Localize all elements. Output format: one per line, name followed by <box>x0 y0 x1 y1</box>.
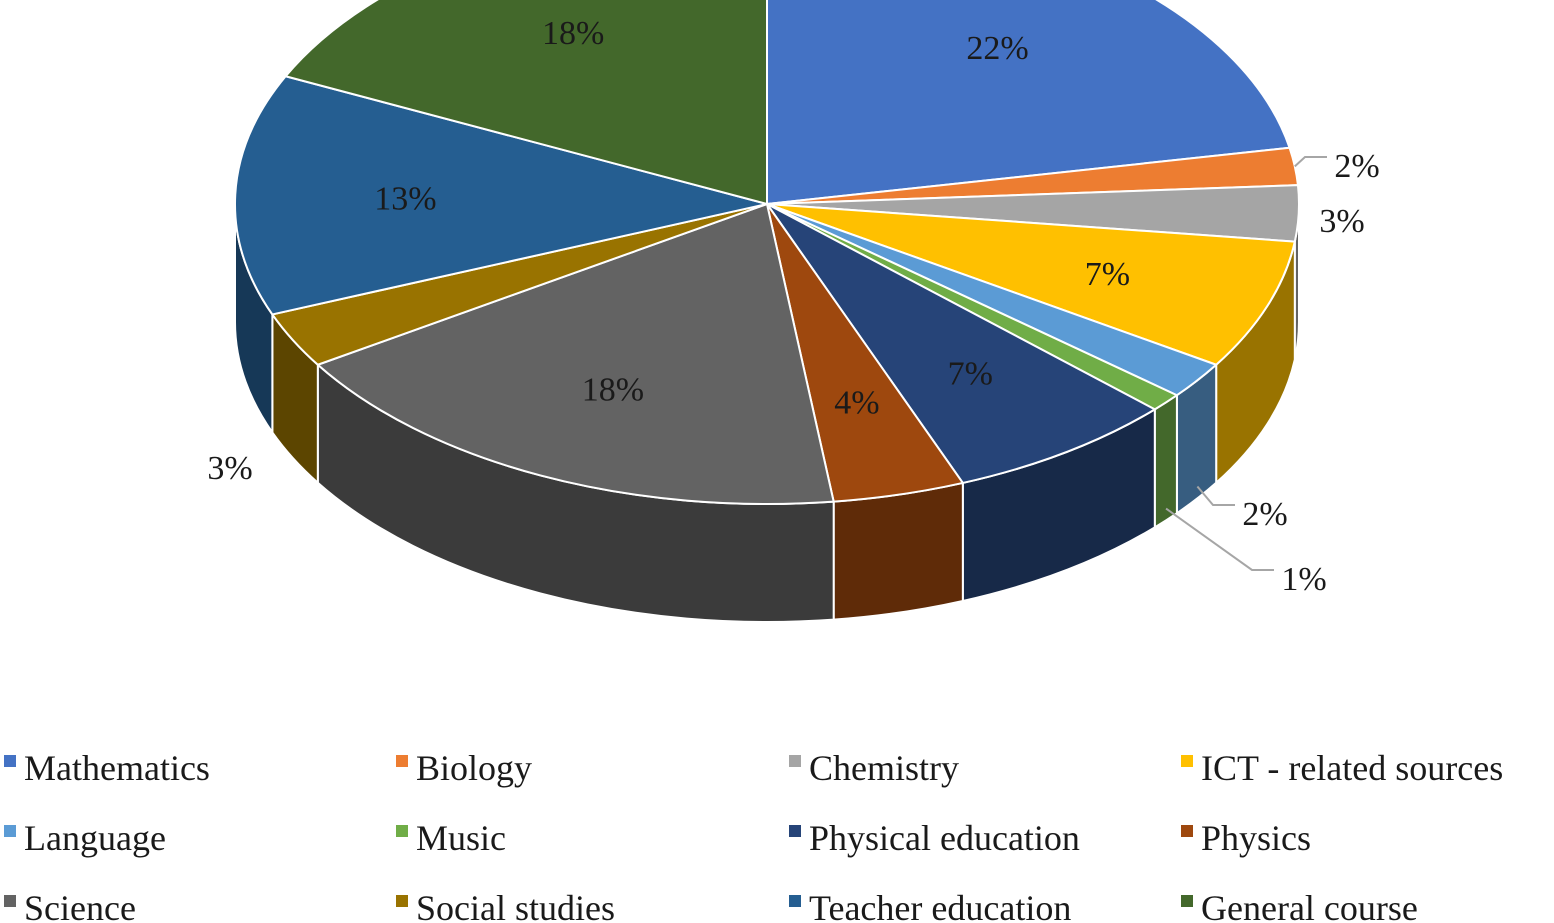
data-label-language: 2% <box>1242 496 1287 533</box>
slice-ict-related-sources <box>766 203 1296 366</box>
data-label-teacher-education: 13% <box>374 181 436 218</box>
slice-side-physics <box>832 481 964 621</box>
data-label-biology: 2% <box>1334 148 1379 185</box>
legend-swatch-teacher-education <box>789 895 801 907</box>
data-label-physics: 4% <box>834 385 879 422</box>
legend-label-physics: Physics <box>1201 818 1311 858</box>
data-label-science: 18% <box>582 372 644 409</box>
legend-label-music: Music <box>416 818 506 858</box>
legend-label-social-studies: Social studies <box>416 888 615 923</box>
legend-label-science: Science <box>24 888 136 923</box>
legend-label-biology: Biology <box>416 748 532 788</box>
legend-label-language: Language <box>24 818 166 858</box>
legend-swatch-language <box>4 825 16 837</box>
legend-swatch-physical-education <box>789 825 801 837</box>
data-label-chemistry: 3% <box>1319 203 1364 240</box>
data-label-social-studies: 3% <box>207 450 252 487</box>
legend-swatch-chemistry <box>789 755 801 767</box>
legend-label-mathematics: Mathematics <box>24 748 210 788</box>
data-label-music: 1% <box>1281 561 1326 598</box>
data-label-physical-education: 7% <box>948 356 993 393</box>
legend-swatch-music <box>396 825 408 837</box>
legend-label-teacher-education: Teacher education <box>809 888 1071 923</box>
legend-swatch-mathematics <box>4 755 16 767</box>
slice-teacher-education <box>234 75 768 316</box>
leader-line-music <box>1165 507 1274 571</box>
legend-swatch-biology <box>396 755 408 767</box>
pie-slices <box>234 0 1301 505</box>
data-labels: 22% 2% 3% 7% 2% 1% 7% 4% 18% 3% 13% 18% <box>207 15 1379 598</box>
legend: Mathematics Biology Chemistry ICT - related… <box>4 748 1503 923</box>
slice-general-course <box>284 0 768 205</box>
legend-swatch-physics <box>1181 825 1193 837</box>
legend-label-chemistry: Chemistry <box>809 748 959 788</box>
slice-science <box>316 203 835 505</box>
slice-mathematics <box>766 0 1291 205</box>
legend-swatch-science <box>4 895 16 907</box>
legend-swatch-general-course <box>1181 895 1193 907</box>
leader-line-biology <box>1294 156 1327 168</box>
leader-lines <box>1165 156 1327 571</box>
data-label-general-course: 18% <box>542 15 604 52</box>
data-label-mathematics: 22% <box>966 30 1028 67</box>
legend-label-general-course: General course <box>1201 888 1418 923</box>
legend-label-physical-education: Physical education <box>809 818 1080 858</box>
data-label-ict-related-sources: 7% <box>1085 256 1130 293</box>
legend-swatch-social-studies <box>396 895 408 907</box>
legend-label-ict-related-sources: ICT - related sources <box>1201 748 1503 788</box>
legend-swatch-ict-related-sources <box>1181 755 1193 767</box>
slice-side-music <box>1153 393 1178 530</box>
slice-physical-education <box>766 203 1156 484</box>
leader-line-language <box>1196 485 1235 506</box>
